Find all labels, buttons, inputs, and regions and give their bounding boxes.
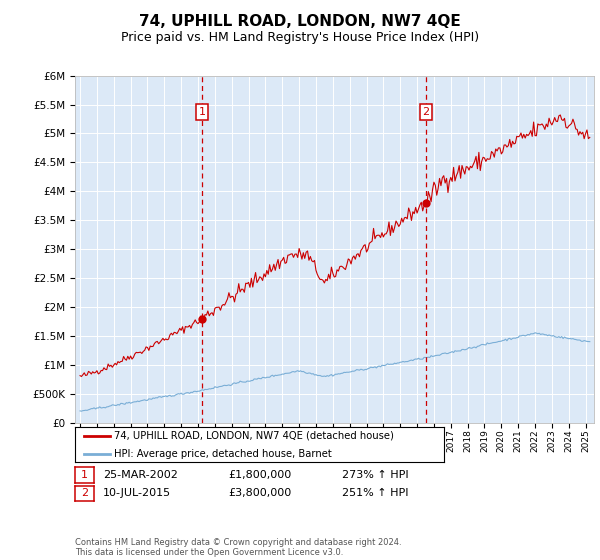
Text: £1,800,000: £1,800,000 xyxy=(228,470,291,480)
Text: 74, UPHILL ROAD, LONDON, NW7 4QE (detached house): 74, UPHILL ROAD, LONDON, NW7 4QE (detach… xyxy=(114,431,394,441)
Text: Price paid vs. HM Land Registry's House Price Index (HPI): Price paid vs. HM Land Registry's House … xyxy=(121,31,479,44)
Text: Contains HM Land Registry data © Crown copyright and database right 2024.
This d: Contains HM Land Registry data © Crown c… xyxy=(75,538,401,557)
Text: 251% ↑ HPI: 251% ↑ HPI xyxy=(342,488,409,498)
Text: 1: 1 xyxy=(199,107,205,117)
Text: 10-JUL-2015: 10-JUL-2015 xyxy=(103,488,172,498)
Text: 74, UPHILL ROAD, LONDON, NW7 4QE: 74, UPHILL ROAD, LONDON, NW7 4QE xyxy=(139,14,461,29)
Text: 1: 1 xyxy=(81,470,88,480)
Text: 2: 2 xyxy=(81,488,88,498)
Text: HPI: Average price, detached house, Barnet: HPI: Average price, detached house, Barn… xyxy=(114,449,331,459)
Text: 273% ↑ HPI: 273% ↑ HPI xyxy=(342,470,409,480)
Text: £3,800,000: £3,800,000 xyxy=(228,488,291,498)
Text: 25-MAR-2002: 25-MAR-2002 xyxy=(103,470,178,480)
Text: 2: 2 xyxy=(422,107,430,117)
